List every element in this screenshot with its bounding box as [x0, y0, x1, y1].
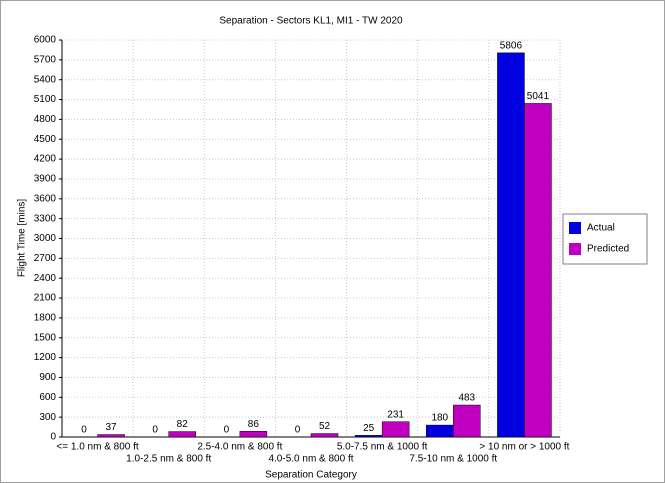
y-tick-label: 600 [39, 392, 56, 403]
value-label: 231 [387, 409, 404, 420]
bar [381, 421, 410, 438]
y-tick-label: 4200 [34, 154, 57, 165]
y-tick-label: 6000 [34, 35, 57, 46]
y-tick-label: 2400 [34, 273, 57, 284]
y-tick-label: 3300 [34, 213, 57, 224]
x-tick-label: 1.0-2.5 nm & 800 ft [126, 454, 211, 465]
y-tick-label: 900 [39, 372, 56, 383]
y-tick-label: 3000 [34, 233, 57, 244]
value-label: 37 [106, 422, 118, 433]
value-label: 82 [177, 419, 189, 430]
bar [497, 52, 525, 438]
y-tick-label: 1800 [34, 313, 57, 324]
value-label: 180 [431, 413, 448, 424]
y-tick-label: 1200 [34, 352, 57, 363]
y-tick-label: 3600 [34, 193, 57, 204]
y-tick-label: 5100 [34, 94, 57, 105]
bar [524, 103, 552, 438]
x-tick-label: <= 1.0 nm & 800 ft [56, 442, 138, 453]
value-label: 0 [224, 425, 230, 436]
x-tick-label: 7.5-10 nm & 1000 ft [409, 454, 497, 465]
y-tick-label: 4800 [34, 114, 57, 125]
y-tick-label: 4500 [34, 134, 57, 145]
value-label: 0 [295, 425, 301, 436]
chart-title: Separation - Sectors KL1, MI1 - TW 2020 [219, 16, 403, 27]
x-tick-label: 4.0-5.0 nm & 800 ft [268, 454, 353, 465]
x-axis-label: Separation Category [265, 470, 357, 481]
bar [426, 424, 454, 438]
value-label: 0 [81, 425, 87, 436]
value-label: 25 [363, 423, 375, 434]
value-label: 483 [458, 393, 475, 404]
value-label: 5806 [500, 40, 523, 51]
value-label: 52 [319, 421, 331, 432]
bar [97, 434, 125, 438]
y-tick-label: 3900 [34, 174, 57, 185]
x-tick-label: > 10 nm or > 1000 ft [479, 442, 569, 453]
bar [168, 431, 196, 438]
y-tick-label: 2100 [34, 293, 57, 304]
value-label: 5041 [527, 91, 550, 102]
y-tick-label: 0 [50, 432, 56, 443]
bar [310, 433, 339, 438]
bar [453, 404, 481, 438]
value-label: 0 [152, 425, 158, 436]
legend-label: Predicted [587, 244, 629, 255]
y-tick-label: 300 [39, 412, 56, 423]
bar [239, 431, 268, 438]
legend-box [562, 213, 648, 265]
legend-swatch [569, 243, 581, 255]
x-tick-label: 2.5-4.0 nm & 800 ft [197, 442, 282, 453]
bar [354, 435, 383, 438]
y-tick-label: 1500 [34, 332, 57, 343]
y-axis-label: Flight Time [mins] [17, 199, 28, 278]
y-tick-label: 5700 [34, 54, 57, 65]
y-tick-label: 2700 [34, 253, 57, 264]
value-label: 86 [248, 419, 260, 430]
legend-swatch [569, 222, 581, 234]
y-tick-label: 5400 [34, 74, 57, 85]
x-tick-label: 5.0-7.5 nm & 1000 ft [337, 442, 428, 453]
legend-label: Actual [587, 223, 615, 234]
